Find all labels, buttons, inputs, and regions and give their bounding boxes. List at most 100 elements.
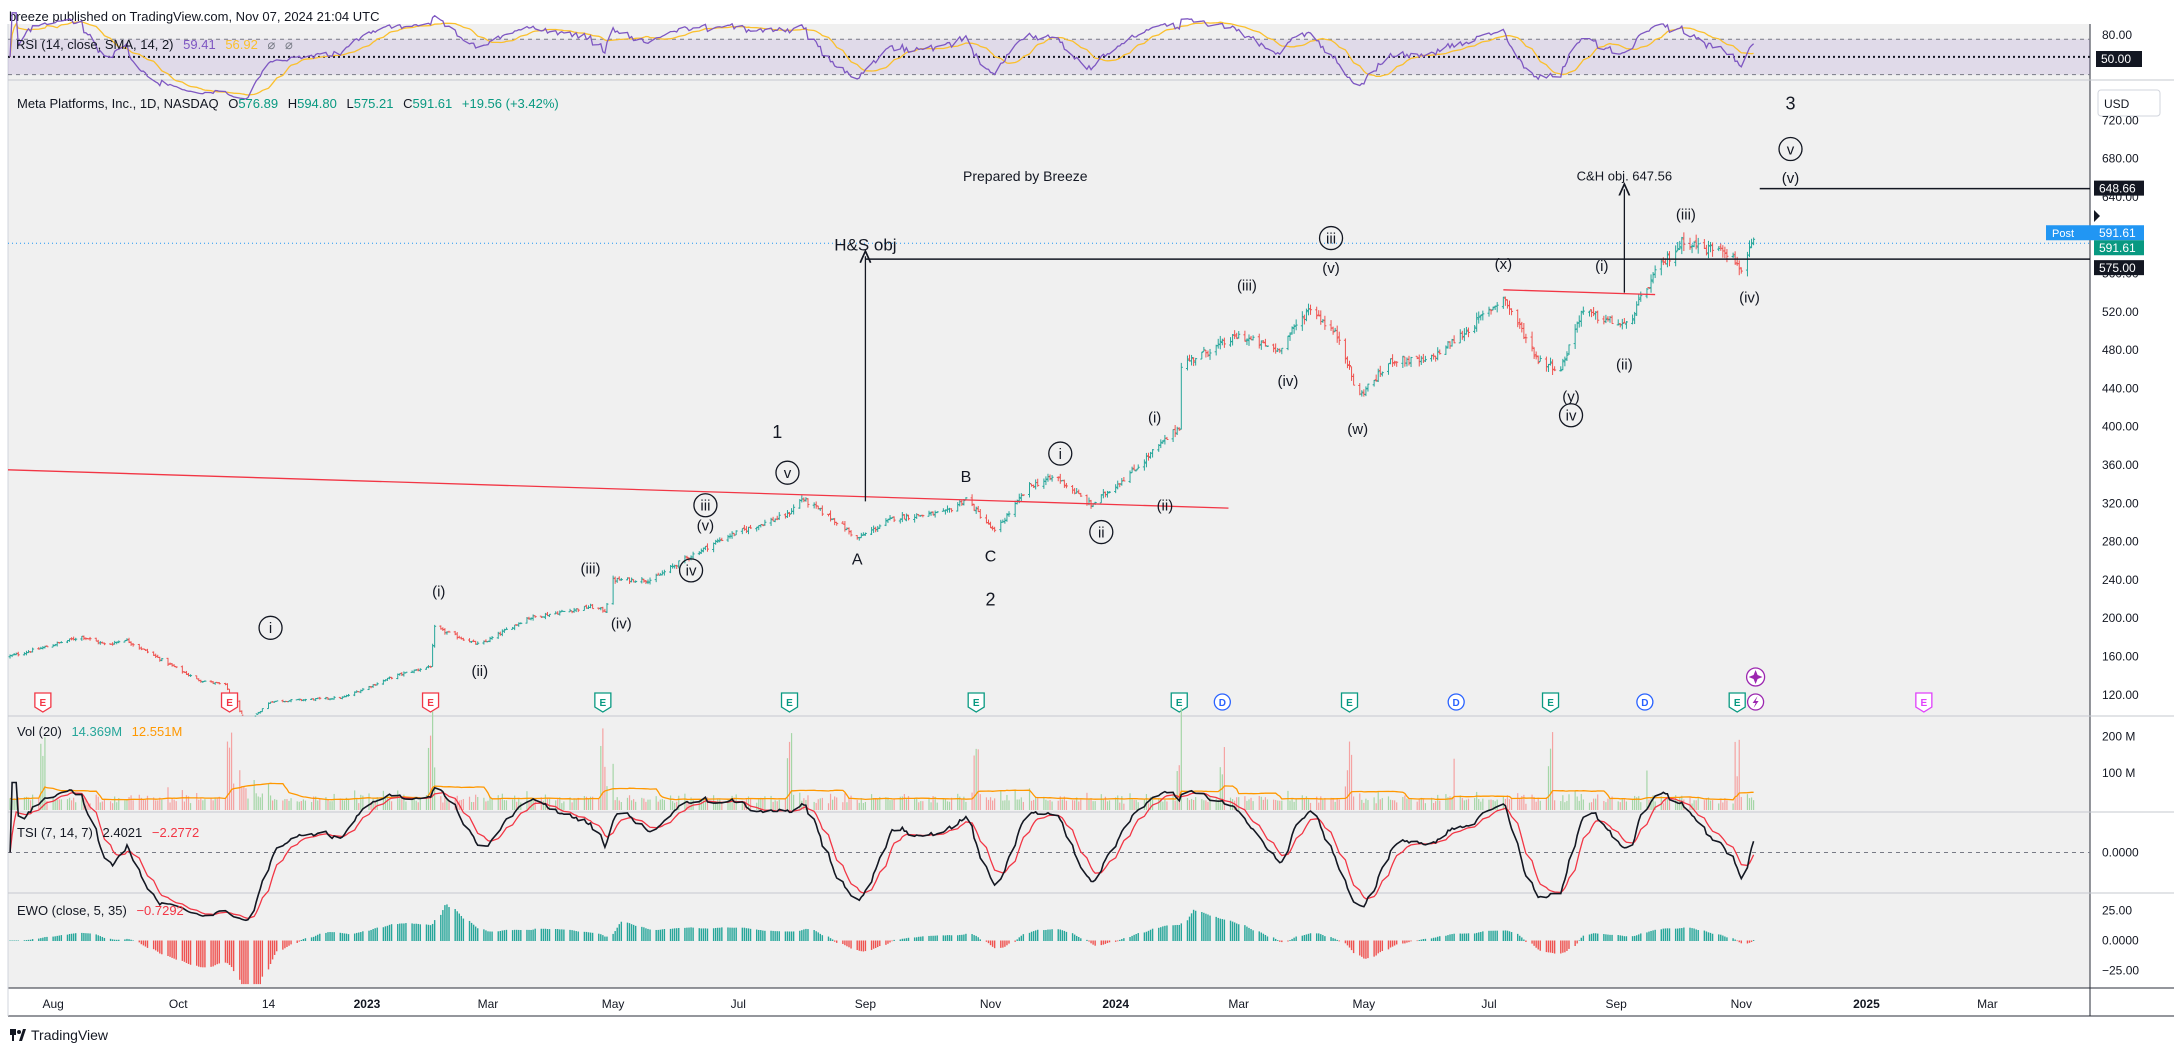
ewo-bar [372, 928, 374, 941]
footer-brand[interactable]: TradingView [31, 1027, 109, 1043]
hidden-icon[interactable]: ⌀ [285, 37, 293, 52]
wave-label[interactable]: (iv) [611, 615, 632, 632]
hidden-icon[interactable]: ⌀ [267, 37, 275, 52]
ewo-bar [72, 933, 75, 941]
wave-label[interactable]: (i) [1148, 409, 1161, 426]
ewo-legend[interactable]: EWO (close, 5, 35) [17, 903, 127, 918]
earnings-marker-icon[interactable]: E [1170, 692, 1188, 713]
time-axis[interactable]: Aug Oct 14 2023 Mar May Jul Sep Nov 2024 Mar May Jul… [42, 997, 1997, 1011]
wave-label[interactable]: (w) [1347, 421, 1368, 438]
price-pane[interactable]: Meta Platforms, Inc., 1D, NASDAQ O576.89… [7, 89, 2161, 717]
wave-label[interactable]: (v) [1322, 260, 1340, 277]
play-icon[interactable] [2094, 210, 2100, 223]
plot-area[interactable] [8, 24, 2090, 988]
time-axis-label: May [1353, 997, 1376, 1011]
volume-bar [300, 801, 302, 810]
volume-bar [571, 802, 573, 810]
earnings-marker-icon[interactable]: E [421, 692, 440, 713]
time-axis-area[interactable] [8, 988, 2090, 1016]
wave-label[interactable]: (i) [1595, 258, 1608, 275]
tsi-legend[interactable]: TSI (7, 14, 7) [17, 825, 93, 840]
earnings-marker-icon[interactable]: E [1728, 692, 1746, 713]
wave-label[interactable]: H&S obj [834, 236, 896, 255]
volume-bar [99, 802, 101, 810]
earnings-marker-icon[interactable]: E [1340, 692, 1359, 713]
ewo-bar [1662, 928, 1665, 941]
volume-bar [52, 797, 54, 810]
wave-label[interactable]: C [985, 549, 997, 566]
earnings-marker-icon[interactable]: E [780, 692, 799, 713]
earnings-marker-icon[interactable]: E [594, 692, 612, 713]
event-marker-letter: E [1921, 698, 1928, 709]
wave-label-text: (w) [1347, 421, 1368, 438]
ewo-bar [1315, 933, 1318, 941]
neckline-line[interactable] [7, 469, 1229, 509]
rsi-pane[interactable]: RSI (14, close, SMA, 14, 2) 59.41 56.92 … [8, 12, 2142, 100]
wave-label[interactable]: (ii) [1157, 497, 1174, 514]
wave-label-circled[interactable]: iii [693, 493, 718, 518]
ewo-bar [417, 923, 419, 941]
ewo-bar [253, 940, 255, 985]
currency-button[interactable] [2097, 89, 2161, 117]
ewo-bar [286, 940, 288, 947]
wave-label-circled[interactable]: iv [678, 558, 704, 583]
wave-label-circled[interactable]: i [258, 615, 283, 640]
wave-label-circled[interactable]: v [775, 460, 800, 485]
wave-label-circled[interactable]: i [1048, 441, 1073, 466]
ewo-bar [159, 940, 161, 954]
ewo-bar [503, 930, 506, 941]
wave-label[interactable]: B [961, 469, 972, 486]
volume-legend[interactable]: Vol (20) [17, 724, 62, 739]
wave-label[interactable]: A [852, 551, 863, 568]
wave-label[interactable]: 3 [1786, 93, 1796, 113]
earnings-marker-icon[interactable]: E [1915, 692, 1933, 713]
earnings-marker-icon[interactable]: E [220, 692, 239, 713]
ewo-bar [764, 930, 766, 941]
rsi-legend[interactable]: RSI (14, close, SMA, 14, 2) [16, 37, 174, 52]
wave-label[interactable]: C&H obj. 647.56 [1577, 168, 1672, 183]
dividend-marker-icon[interactable]: D [1213, 693, 1231, 711]
wave-label-circled[interactable]: iii [1318, 225, 1344, 251]
wave-label-circled[interactable]: ii [1089, 519, 1114, 545]
ewo-bar [1108, 940, 1111, 943]
wave-label[interactable]: (iv) [1278, 373, 1299, 390]
wave-label[interactable]: (iii) [1676, 206, 1696, 223]
earnings-marker-icon[interactable]: E [967, 692, 985, 713]
price-axis-label: 520.00 [2102, 305, 2139, 319]
wave-label-circled[interactable]: v [1778, 136, 1803, 162]
wave-label[interactable]: (v) [1782, 170, 1800, 187]
cup-handle-rim-line[interactable] [1503, 289, 1656, 296]
wave-label[interactable]: (v) [697, 518, 715, 535]
earnings-marker-icon[interactable]: E [34, 692, 52, 713]
wave-label[interactable]: (ii) [1616, 357, 1633, 374]
symbol-title[interactable]: Meta Platforms, Inc., 1D, NASDAQ [17, 96, 219, 111]
wave-label-circled[interactable]: iv [1558, 403, 1584, 428]
volume-bar [1190, 798, 1193, 810]
wave-label[interactable]: (iv) [1739, 290, 1760, 307]
ewo-bar [1623, 936, 1626, 941]
wave-label[interactable]: (i) [432, 584, 445, 601]
ewo-bar [678, 927, 680, 941]
ewo-bar [1149, 929, 1152, 941]
ewo-bar [513, 929, 516, 941]
wave-label[interactable]: (y) [1562, 388, 1580, 405]
ewo-pane[interactable]: EWO (close, 5, 35) −0.7292 25.00 0.0000 … [9, 903, 2139, 985]
wave-label[interactable]: (iii) [581, 561, 601, 578]
dividend-marker-icon[interactable]: D [1636, 693, 1654, 711]
wave-label[interactable]: (x) [1495, 256, 1513, 273]
wave-label[interactable]: (ii) [471, 663, 488, 680]
wave-label[interactable]: 1 [772, 422, 782, 442]
wave-label[interactable]: 2 [986, 589, 996, 609]
drawings[interactable] [7, 189, 2090, 509]
tsi-pane[interactable]: TSI (7, 14, 7) 2.4021 −2.2772 0.0000 [8, 781, 2139, 922]
dividend-marker-icon[interactable]: D [1447, 693, 1465, 711]
ewo-bar [1346, 940, 1349, 946]
earnings-marker-icon[interactable]: E [1541, 692, 1560, 713]
ewo-bar [1525, 940, 1527, 942]
volume-bar [368, 793, 370, 810]
volume-bar [1295, 798, 1297, 810]
wave-label[interactable]: (iii) [1237, 277, 1257, 294]
